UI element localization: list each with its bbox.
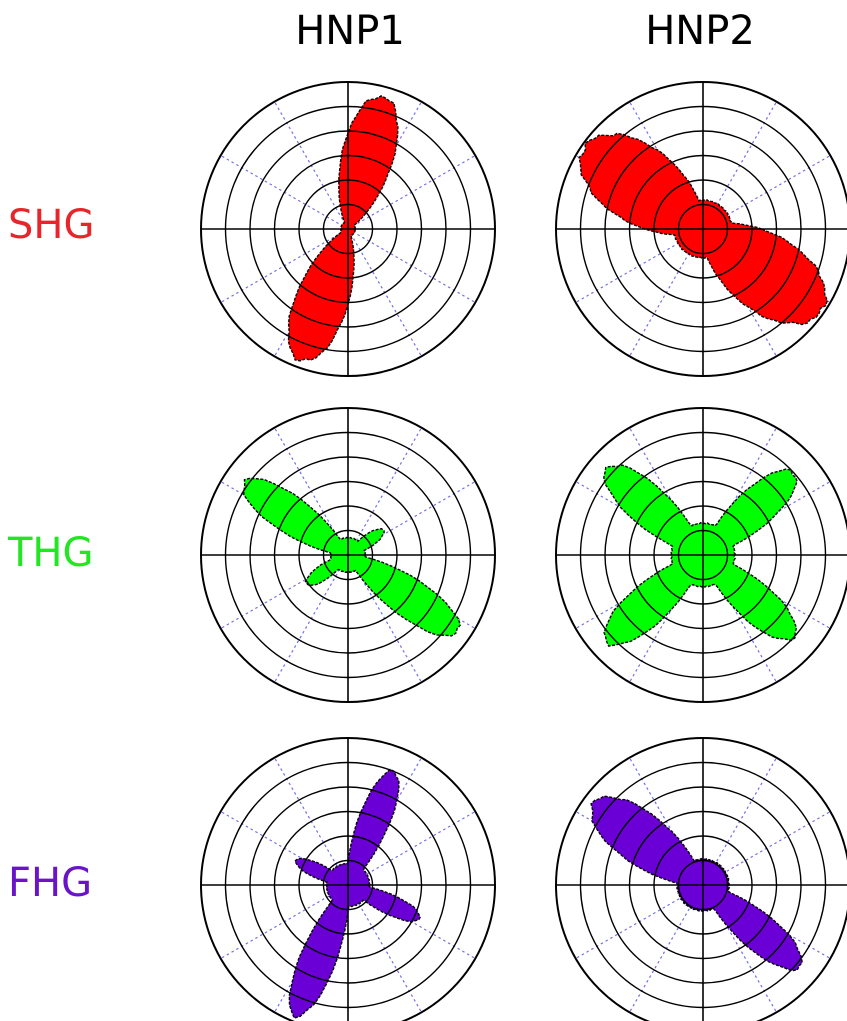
polar-panel-fhg-hnp2 <box>555 737 847 1021</box>
polar-panel-fhg-hnp1 <box>200 737 496 1021</box>
column-title-hnp1: HNP1 <box>295 8 405 54</box>
polar-panel-shg-hnp1 <box>200 81 496 377</box>
column-title-hnp2: HNP2 <box>645 8 755 54</box>
row-label-shg: SHG <box>8 202 95 248</box>
polar-panel-shg-hnp2 <box>555 81 847 377</box>
polar-lobe-shape <box>590 795 803 972</box>
polar-lobe-shape <box>288 768 421 1019</box>
row-label-thg: THG <box>8 530 94 576</box>
row-label-fhg: FHG <box>8 860 93 906</box>
polar-panel-thg-hnp1 <box>200 407 496 703</box>
polar-lobe-shape <box>243 477 462 637</box>
polar-panel-thg-hnp2 <box>555 407 847 703</box>
